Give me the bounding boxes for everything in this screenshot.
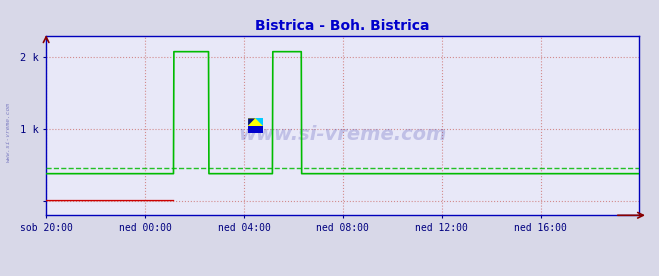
Polygon shape xyxy=(248,118,255,126)
Bar xyxy=(248,118,262,126)
Bar xyxy=(248,126,262,133)
Polygon shape xyxy=(255,118,262,126)
Text: www.si-vreme.com: www.si-vreme.com xyxy=(5,102,11,163)
Title: Bistrica - Boh. Bistrica: Bistrica - Boh. Bistrica xyxy=(256,19,430,33)
Text: www.si-vreme.com: www.si-vreme.com xyxy=(239,125,447,144)
